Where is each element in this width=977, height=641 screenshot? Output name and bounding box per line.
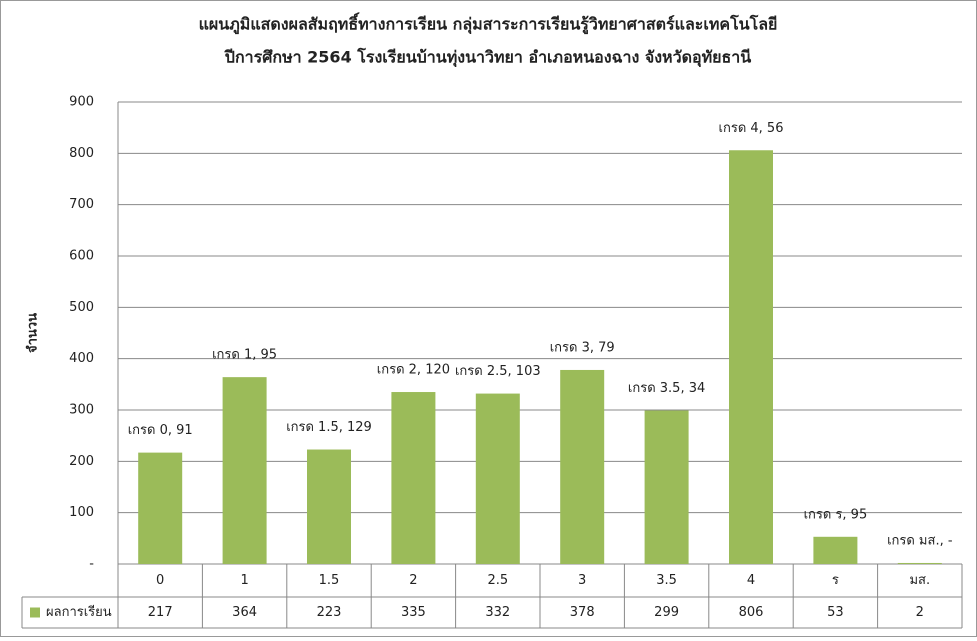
table-value: 2 [916,605,924,620]
table-value: 378 [570,605,595,620]
table-value: 217 [148,605,173,620]
y-tick-label: 200 [69,454,94,469]
data-annotation: เกรด 2.5, 103 [455,364,541,379]
table-value: 364 [232,605,257,620]
bar [307,449,351,564]
x-tick-label: 1.5 [319,573,340,588]
bar [644,410,689,564]
bar [560,369,605,564]
data-annotation: เกรด 0, 91 [128,423,193,438]
x-tick-label: 1 [240,573,248,588]
x-tick-label: 3 [578,573,586,588]
bar [813,536,858,564]
y-tick-label: 700 [69,197,94,212]
bar [391,392,436,564]
x-tick-label: ร [832,573,839,588]
legend-label: ผลการเรียน [46,604,112,620]
bar [729,150,773,564]
y-axis-label: จำนวน [25,313,41,353]
y-tick-label: 900 [69,95,94,110]
data-annotation: เกรด ร, 95 [804,507,868,522]
table-value: 806 [739,605,764,620]
x-tick-label: 4 [747,573,755,588]
bar [222,377,267,564]
x-tick-label: 0 [156,573,164,588]
x-tick-label: 2 [409,573,417,588]
bar [138,452,183,564]
x-tick-label: มส. [909,573,930,588]
data-annotation: เกรด 3, 79 [550,340,615,355]
y-tick-label: 500 [69,300,94,315]
table-value: 53 [827,605,844,620]
chart-subtitle: ปีการศึกษา 2564 โรงเรียนบ้านทุ่งนาวิทยา … [223,47,751,68]
chart-title: แผนภูมิแสดงผลสัมฤทธิ์ทางการเรียน กลุ่มสา… [199,13,778,36]
table-value: 335 [401,605,426,620]
y-tick-label: 300 [69,403,94,418]
data-annotation: เกรด 2, 120 [377,363,450,378]
data-annotation: เกรด 3.5, 34 [628,381,705,396]
bar [475,393,520,564]
y-tick-label: 100 [69,505,94,520]
data-annotation: เกรด 1, 95 [212,348,277,363]
table-value: 223 [317,605,342,620]
x-tick-label: 2.5 [487,573,508,588]
data-annotation: เกรด มส., - [887,533,953,548]
data-annotation: เกรด 1.5, 129 [286,420,372,435]
y-tick-label: 400 [69,351,94,366]
table-value: 332 [485,605,510,620]
x-tick-label: 3.5 [656,573,677,588]
data-annotation: เกรด 4, 56 [719,121,784,136]
bar [897,562,942,564]
y-tick-label: 800 [69,146,94,161]
table-value: 299 [654,605,679,620]
legend-swatch [30,607,40,618]
y-tick-label: - [89,557,94,572]
y-tick-label: 600 [69,249,94,264]
